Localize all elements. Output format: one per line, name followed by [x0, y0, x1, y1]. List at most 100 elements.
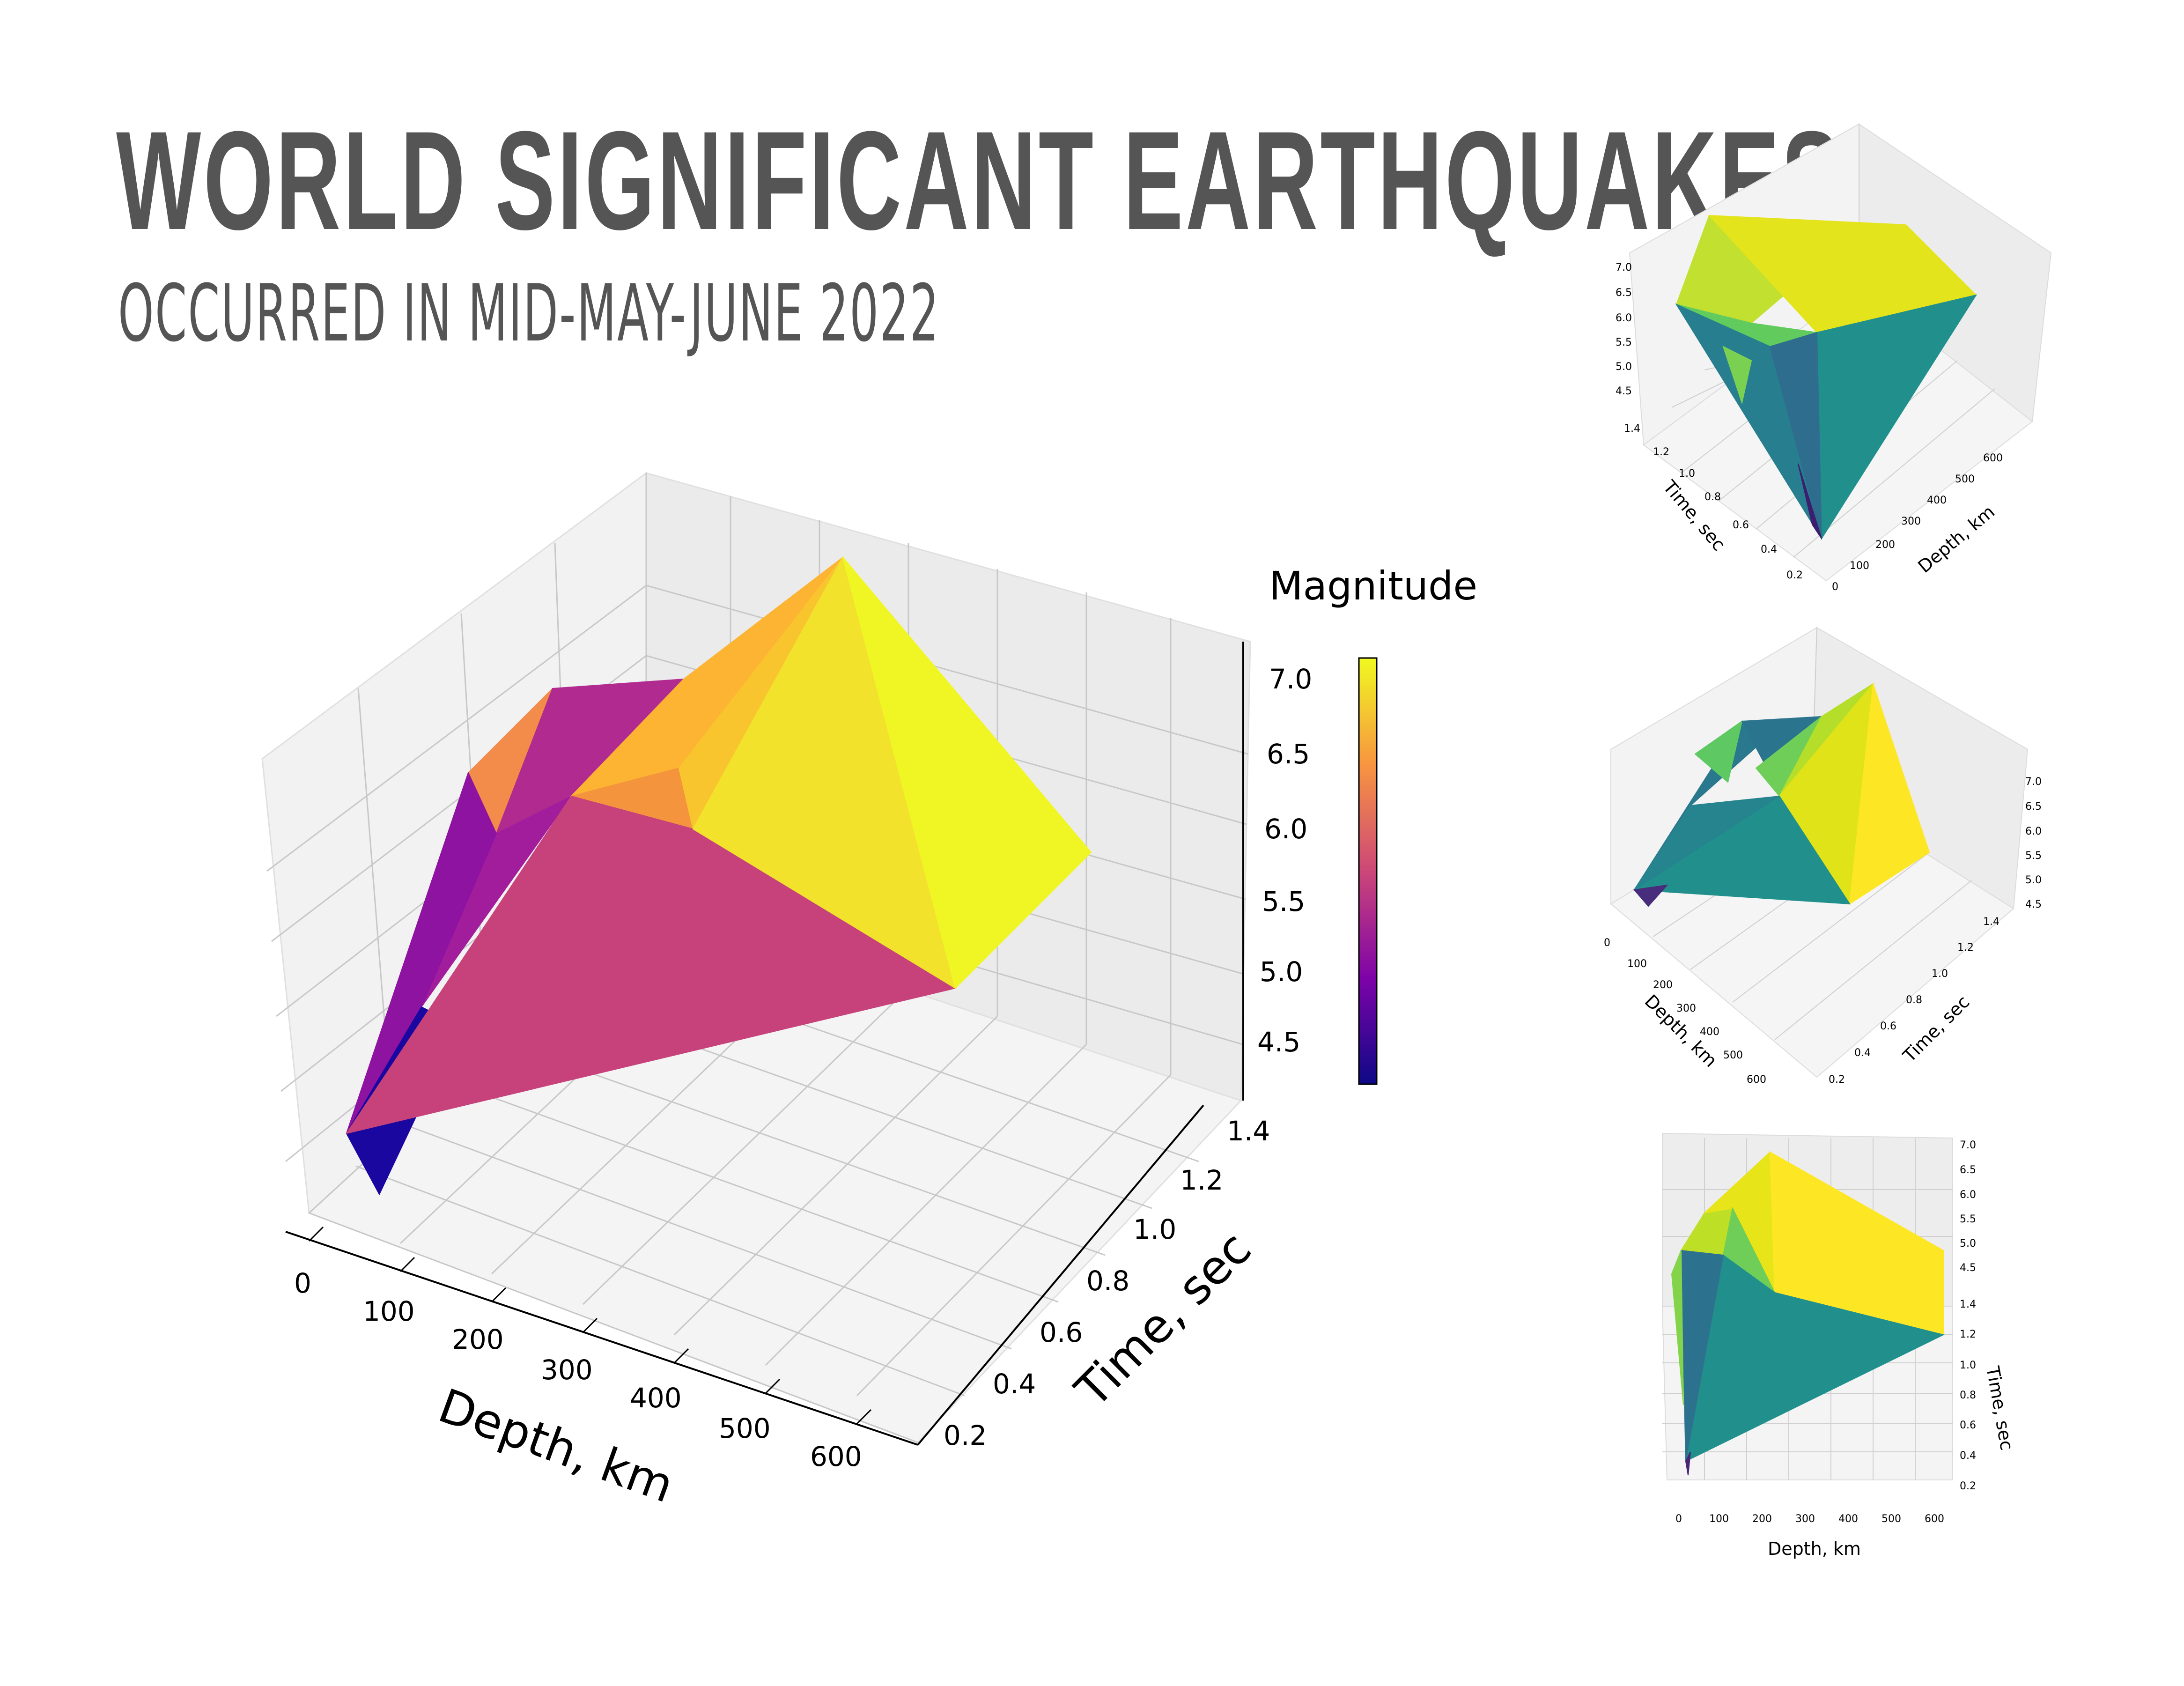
main-x-tickmarks: [308, 1226, 872, 1425]
view-middle-x-tick: 200: [1653, 979, 1673, 991]
view-bottom-z-tick: 5.0: [1960, 1238, 1976, 1250]
main-x-tick: 300: [541, 1354, 593, 1386]
main-z-tick: 5.0: [1260, 956, 1303, 988]
view-top-x-tick: 200: [1875, 539, 1895, 551]
view-bottom-z-tick: 6.5: [1960, 1164, 1976, 1176]
view-top-x-tick: 600: [1983, 452, 2003, 464]
view-middle-y-tick: 1.0: [1932, 968, 1948, 980]
main-z-tick: 6.5: [1267, 738, 1310, 770]
view-top-y-tick: 0.6: [1733, 519, 1749, 531]
mid-facet: [1849, 683, 1930, 905]
view-top-x-tick: 500: [1955, 473, 1975, 485]
view-bottom-y-tick: 1.4: [1960, 1299, 1976, 1310]
mid-facet: [1694, 720, 1743, 783]
colorbar: [1358, 657, 1378, 1085]
view-middle-z-tick: 5.0: [2025, 874, 2042, 886]
view-bottom-z-tick: 5.5: [1960, 1213, 1976, 1225]
view-top-z-tick: 5.0: [1616, 361, 1632, 373]
view-top-y-tick: 0.4: [1761, 544, 1777, 555]
view-top: 7.0 6.5 6.0 5.5 5.0 4.5 1.4 1.2 1.0 0.8 …: [1616, 123, 2052, 593]
view-middle-x-tick: 600: [1747, 1074, 1766, 1086]
view-middle-y-tick: 0.2: [1829, 1074, 1845, 1086]
view-bottom-x-tick: 600: [1925, 1513, 1944, 1525]
view-top-x-tick: 0: [1832, 581, 1838, 593]
view-middle-z-tick: 6.0: [2025, 826, 2042, 837]
view-top-z-tick: 6.5: [1616, 287, 1632, 299]
main-y-tick: 1.4: [1227, 1115, 1270, 1147]
view-middle-x-tick: 100: [1627, 958, 1647, 970]
main-y-tick: 1.2: [1180, 1164, 1223, 1196]
view-bottom-y-tick: 0.6: [1960, 1420, 1976, 1431]
view-middle: 0 100 200 300 400 500 600 0.2 0.4 0.6 0.…: [1604, 627, 2042, 1086]
view-bottom-x-tick: 400: [1838, 1513, 1858, 1525]
main-z-tick: 4.5: [1257, 1026, 1300, 1058]
main-x-tick: 0: [294, 1267, 311, 1299]
page-subtitle: OCCURRED IN MID-MAY-JUNE 2022: [118, 267, 940, 359]
view-middle-y-tick: 1.2: [1957, 942, 1974, 954]
view-top-z-tick: 5.5: [1616, 337, 1632, 348]
view-top-y-tick: 0.8: [1704, 491, 1721, 503]
view-middle-z-tick: 6.5: [2025, 801, 2042, 813]
view-bottom-y-tick: 0.2: [1960, 1480, 1976, 1492]
view-middle-y-tick: 0.6: [1880, 1020, 1896, 1032]
page-title: WORLD SIGNIFICANT EARTHQUAKES: [116, 102, 1844, 259]
view-middle-z-tick: 7.0: [2025, 776, 2042, 788]
view-bottom-x-tick: 0: [1675, 1513, 1682, 1525]
view-bottom-z-tick: 4.5: [1960, 1262, 1976, 1274]
view-top-y-tick: 1.2: [1653, 446, 1669, 458]
view-bottom-x-tick: 500: [1881, 1513, 1901, 1525]
view-middle-x-tick: 500: [1723, 1050, 1743, 1061]
mid-facet: [1633, 884, 1668, 907]
bot-facet: [1671, 1250, 1684, 1405]
view-top-x-tick: 300: [1901, 516, 1921, 527]
view-middle-x-tick: 0: [1604, 937, 1610, 949]
main-z-label: Magnitude: [1269, 563, 1477, 609]
view-bottom-x-tick: 200: [1752, 1513, 1772, 1525]
view-middle-y-tick: 1.4: [1983, 916, 2000, 928]
bot-facet: [1685, 1451, 1691, 1476]
view-top-z-tick: 4.5: [1616, 385, 1632, 397]
view-bottom-y-tick: 0.8: [1960, 1390, 1976, 1401]
view-middle-x-tick: 400: [1700, 1026, 1719, 1038]
main-x-tick: 200: [452, 1324, 504, 1355]
bot-facet: [1680, 1250, 1724, 1462]
top-facet: [1798, 463, 1822, 539]
view-top-x-tick: 400: [1927, 495, 1947, 506]
main-z-tick: 5.5: [1262, 886, 1305, 917]
main-z-tick: 6.0: [1264, 813, 1307, 845]
view-top-z-tick: 7.0: [1616, 262, 1632, 274]
view-bottom-y-label: Time, sec: [1982, 1364, 2017, 1452]
main-facet: [842, 557, 1092, 989]
main-y-tick: 0.6: [1040, 1316, 1083, 1348]
view-bottom-z-tick: 6.0: [1960, 1189, 1976, 1201]
view-bottom-x-label: Depth, km: [1768, 1538, 1861, 1559]
main-y-tick: 0.8: [1086, 1265, 1129, 1297]
main-x-tick: 100: [363, 1295, 415, 1327]
view-bottom-x-tick: 300: [1795, 1513, 1815, 1525]
top-facet: [1769, 332, 1822, 539]
main-z-tick: 7.0: [1269, 663, 1312, 695]
view-top-x-tick: 100: [1850, 560, 1869, 572]
main-y-tick: 0.4: [993, 1368, 1036, 1400]
main-x-tick: 600: [810, 1441, 862, 1472]
view-bottom-z-tick: 7.0: [1960, 1139, 1976, 1151]
main-plot: 0 100 200 300 400 500 600 0.2 0.4 0.6 0.…: [261, 472, 1477, 1514]
view-middle-y-tick: 0.8: [1906, 994, 1922, 1006]
main-y-tick: 1.0: [1133, 1213, 1176, 1245]
main-y-tick: 0.2: [944, 1420, 987, 1451]
view-bottom-y-tick: 1.2: [1960, 1329, 1976, 1340]
view-middle-x-tick: 300: [1676, 1003, 1696, 1014]
view-top-x-label: Depth, km: [1914, 501, 1999, 577]
view-top-y-tick: 1.0: [1679, 468, 1695, 480]
view-bottom-x-tick: 100: [1709, 1513, 1729, 1525]
view-middle-y-tick: 0.4: [1854, 1047, 1871, 1059]
mid-facet: [1634, 796, 1780, 890]
view-bottom: 0 100 200 300 400 500 600 7.0 6.5 6.0 5.…: [1661, 1132, 2017, 1559]
main-x-tick: 500: [719, 1412, 771, 1444]
main-axis-lines: [285, 642, 1244, 1446]
view-bottom-y-tick: 1.0: [1960, 1360, 1976, 1371]
view-top-y-tick: 1.4: [1624, 423, 1640, 435]
view-bottom-y-tick: 0.4: [1960, 1450, 1976, 1462]
main-x-tick: 400: [630, 1382, 682, 1414]
top-facet: [1722, 346, 1752, 405]
